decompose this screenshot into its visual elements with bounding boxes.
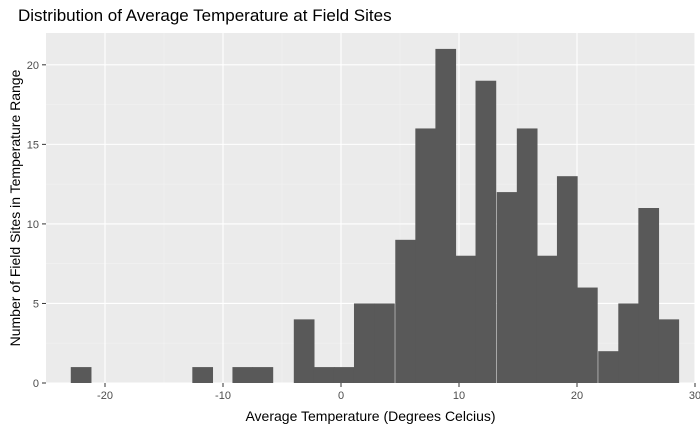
histogram-bar [374, 303, 395, 383]
histogram-bar [70, 367, 92, 383]
histogram-bar [658, 319, 680, 383]
histogram-bar [577, 287, 598, 383]
histogram-bar [455, 255, 477, 383]
x-tick-label: 0 [338, 390, 344, 402]
histogram-bar [638, 208, 660, 383]
histogram-bar [618, 303, 639, 383]
histogram-bars [70, 48, 680, 384]
histogram-bar [252, 367, 274, 383]
histogram-bar [516, 128, 538, 383]
y-tick-label: 10 [27, 219, 39, 231]
x-tick-label: 30 [689, 390, 700, 402]
y-axis-title: Number of Field Sites in Temperature Ran… [7, 69, 23, 346]
y-tick-label: 5 [33, 298, 39, 310]
histogram-bar [232, 367, 254, 383]
histogram-bar [435, 48, 457, 384]
histogram-bar [536, 255, 558, 383]
histogram-bar [556, 176, 578, 383]
histogram-bar [313, 367, 335, 383]
histogram-bar [395, 239, 416, 383]
histogram-bar [415, 128, 437, 383]
x-tick-label: 10 [453, 390, 465, 402]
x-axis: -20 -10 0 10 20 30 [97, 383, 700, 402]
histogram-bar [192, 367, 214, 383]
histogram-bar [333, 367, 355, 383]
y-tick-label: 15 [27, 139, 39, 151]
histogram-bar [293, 319, 315, 383]
histogram-bar [475, 80, 497, 384]
x-axis-title: Average Temperature (Degrees Celcius) [245, 408, 495, 424]
histogram-bar [598, 351, 619, 383]
x-tick-label: -10 [215, 390, 231, 402]
x-tick-label: 20 [571, 390, 583, 402]
histogram-bar [496, 192, 518, 383]
y-tick-label: 0 [33, 378, 39, 390]
histogram-bar [353, 303, 375, 383]
y-axis: 0 5 10 15 20 [27, 60, 46, 390]
y-tick-label: 20 [27, 60, 39, 72]
chart-title: Distribution of Average Temperature at F… [18, 6, 392, 25]
x-tick-label: -20 [97, 390, 113, 402]
